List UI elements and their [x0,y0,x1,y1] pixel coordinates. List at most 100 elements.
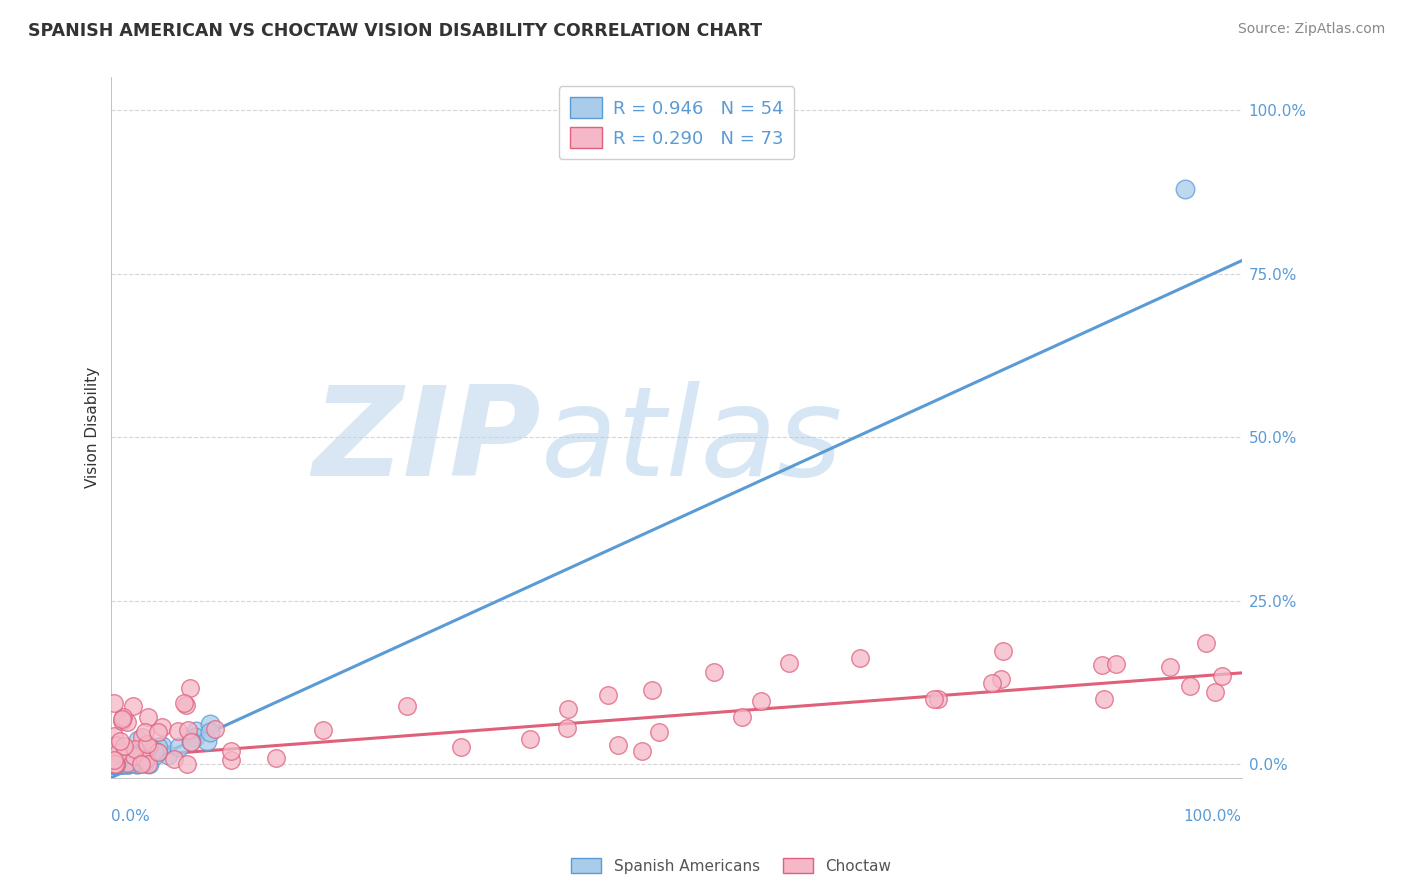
Point [143,748,166,763]
Point [129,757,152,772]
Point [105,757,128,772]
Point [125,746,148,760]
Point [108,757,131,772]
Point [105,757,128,772]
Point [173,697,195,711]
Point [396,699,419,714]
Point [124,742,146,756]
Point [127,757,149,772]
Point [121,750,143,764]
Point [1211,669,1233,683]
Point [103,757,125,772]
Point [110,757,132,772]
Point [115,715,138,730]
Point [1174,182,1197,196]
Point [198,725,221,739]
Point [112,739,135,753]
Point [112,757,135,772]
Point [180,733,202,747]
Point [107,757,129,772]
Point [848,651,870,665]
Point [557,702,579,716]
Point [1159,659,1181,673]
Point [105,757,128,772]
Point [131,730,153,744]
Point [148,745,170,759]
Point [167,739,190,754]
Point [135,751,157,765]
Point [114,757,136,772]
Point [111,714,134,728]
Point [134,725,156,739]
Text: SPANISH AMERICAN VS CHOCTAW VISION DISABILITY CORRELATION CHART: SPANISH AMERICAN VS CHOCTAW VISION DISAB… [28,22,762,40]
Point [922,692,945,706]
Point [266,751,288,765]
Point [105,757,128,772]
Point [927,692,949,706]
Point [104,757,127,772]
Point [121,698,143,713]
Text: Source: ZipAtlas.com: Source: ZipAtlas.com [1237,22,1385,37]
Point [105,757,128,772]
Point [131,746,153,760]
Point [117,757,139,772]
Point [195,734,218,748]
Point [107,757,129,772]
Point [103,757,125,772]
Point [598,688,620,702]
Point [107,747,129,761]
Point [606,739,628,753]
Point [157,747,180,762]
Point [121,753,143,767]
Point [127,733,149,747]
Point [135,737,157,751]
Point [219,753,242,767]
Point [219,744,242,758]
Point [101,757,124,772]
Point [146,724,169,739]
Point [117,757,139,772]
Legend: R = 0.946   N = 54, R = 0.290   N = 73: R = 0.946 N = 54, R = 0.290 N = 73 [558,87,794,159]
Point [103,696,125,710]
Point [1178,679,1201,693]
Point [204,722,226,736]
Legend: Spanish Americans, Choctaw: Spanish Americans, Choctaw [565,852,897,880]
Text: 100.0%: 100.0% [1184,809,1241,824]
Point [132,756,155,771]
Point [127,757,149,772]
Point [703,665,725,680]
Text: atlas: atlas [541,381,844,502]
Y-axis label: Vision Disability: Vision Disability [86,367,100,488]
Point [104,757,127,772]
Point [121,756,143,770]
Point [127,747,149,762]
Point [111,756,134,771]
Point [1195,636,1218,650]
Point [101,757,124,772]
Point [1092,692,1115,706]
Point [990,672,1012,686]
Point [200,717,222,731]
Point [146,739,169,754]
Point [103,753,125,767]
Point [142,744,165,758]
Point [103,757,125,772]
Point [778,656,800,670]
Point [1091,657,1114,672]
Point [134,754,156,768]
Point [105,757,128,772]
Point [450,739,472,754]
Text: ZIP: ZIP [312,381,541,502]
Point [110,757,132,772]
Point [555,721,578,735]
Point [150,739,173,753]
Point [111,712,134,726]
Point [311,723,333,737]
Point [176,757,198,772]
Point [180,735,202,749]
Point [120,754,142,768]
Point [519,731,541,746]
Point [108,733,131,747]
Point [104,738,127,752]
Point [136,757,159,772]
